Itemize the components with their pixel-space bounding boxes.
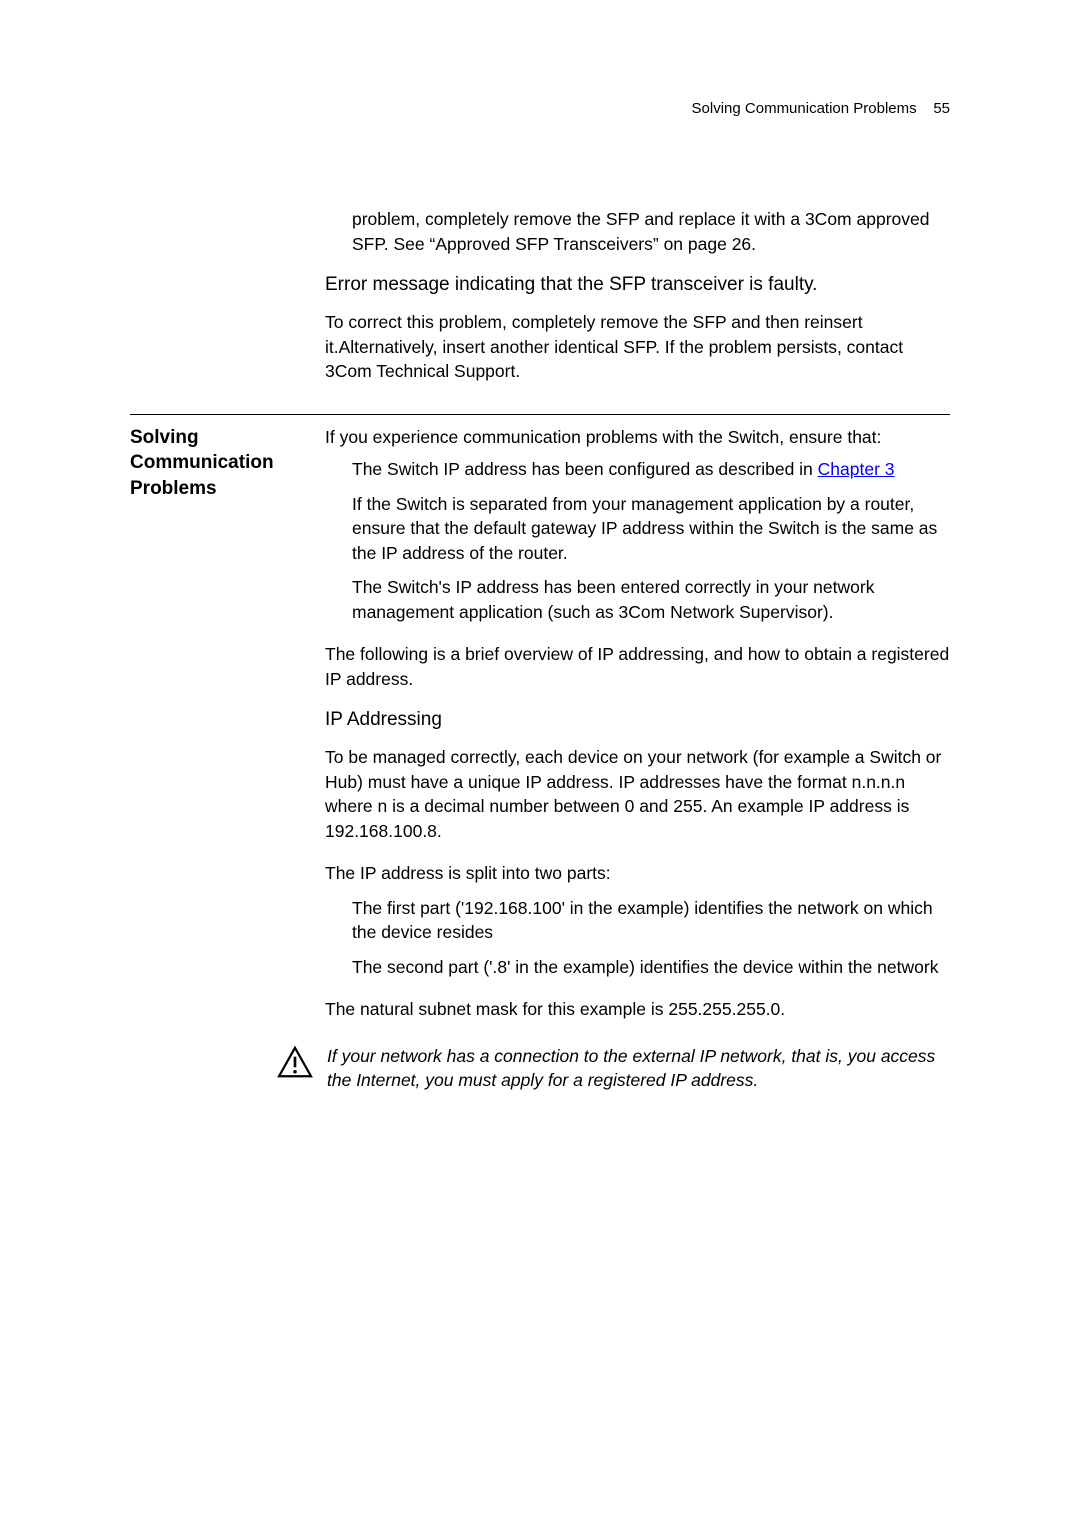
page-header: Solving Communication Problems 55 — [130, 100, 950, 117]
caution-block: If your network has a connection to the … — [277, 1044, 950, 1093]
caution-text: If your network has a connection to the … — [327, 1044, 950, 1093]
intro-subheading: Error message indicating that the SFP tr… — [325, 274, 950, 296]
bullet-config: The Switch IP address has been configure… — [325, 457, 950, 482]
intro-paragraph-2: To correct this problem, completely remo… — [325, 310, 950, 384]
header-page-number: 55 — [933, 100, 950, 117]
intro-paragraph-1: problem, completely remove the SFP and r… — [325, 207, 950, 256]
bullet-second-part: The second part ('.8' in the example) id… — [325, 955, 950, 980]
bullet-first-part: The first part ('192.168.100' in the exa… — [325, 896, 950, 945]
header-section-title: Solving Communication Problems — [692, 100, 917, 117]
ip-split-paragraph: The IP address is split into two parts: — [325, 861, 950, 886]
sidebar-heading: Solving Communication Problems — [130, 425, 325, 502]
ip-addressing-heading: IP Addressing — [325, 709, 950, 731]
subnet-paragraph: The natural subnet mask for this example… — [325, 997, 950, 1022]
lead-paragraph: If you experience communication problems… — [325, 425, 950, 450]
overview-paragraph: The following is a brief overview of IP … — [325, 642, 950, 691]
ip-addressing-paragraph: To be managed correctly, each device on … — [325, 745, 950, 843]
caution-icon — [277, 1046, 313, 1078]
bullet-config-text: The Switch IP address has been configure… — [352, 459, 818, 479]
bullet-network-mgmt: The Switch's IP address has been entered… — [325, 575, 950, 624]
chapter-3-link[interactable]: Chapter 3 — [818, 459, 895, 479]
bullet-router: If the Switch is separated from your man… — [325, 492, 950, 566]
section-divider — [130, 414, 950, 415]
